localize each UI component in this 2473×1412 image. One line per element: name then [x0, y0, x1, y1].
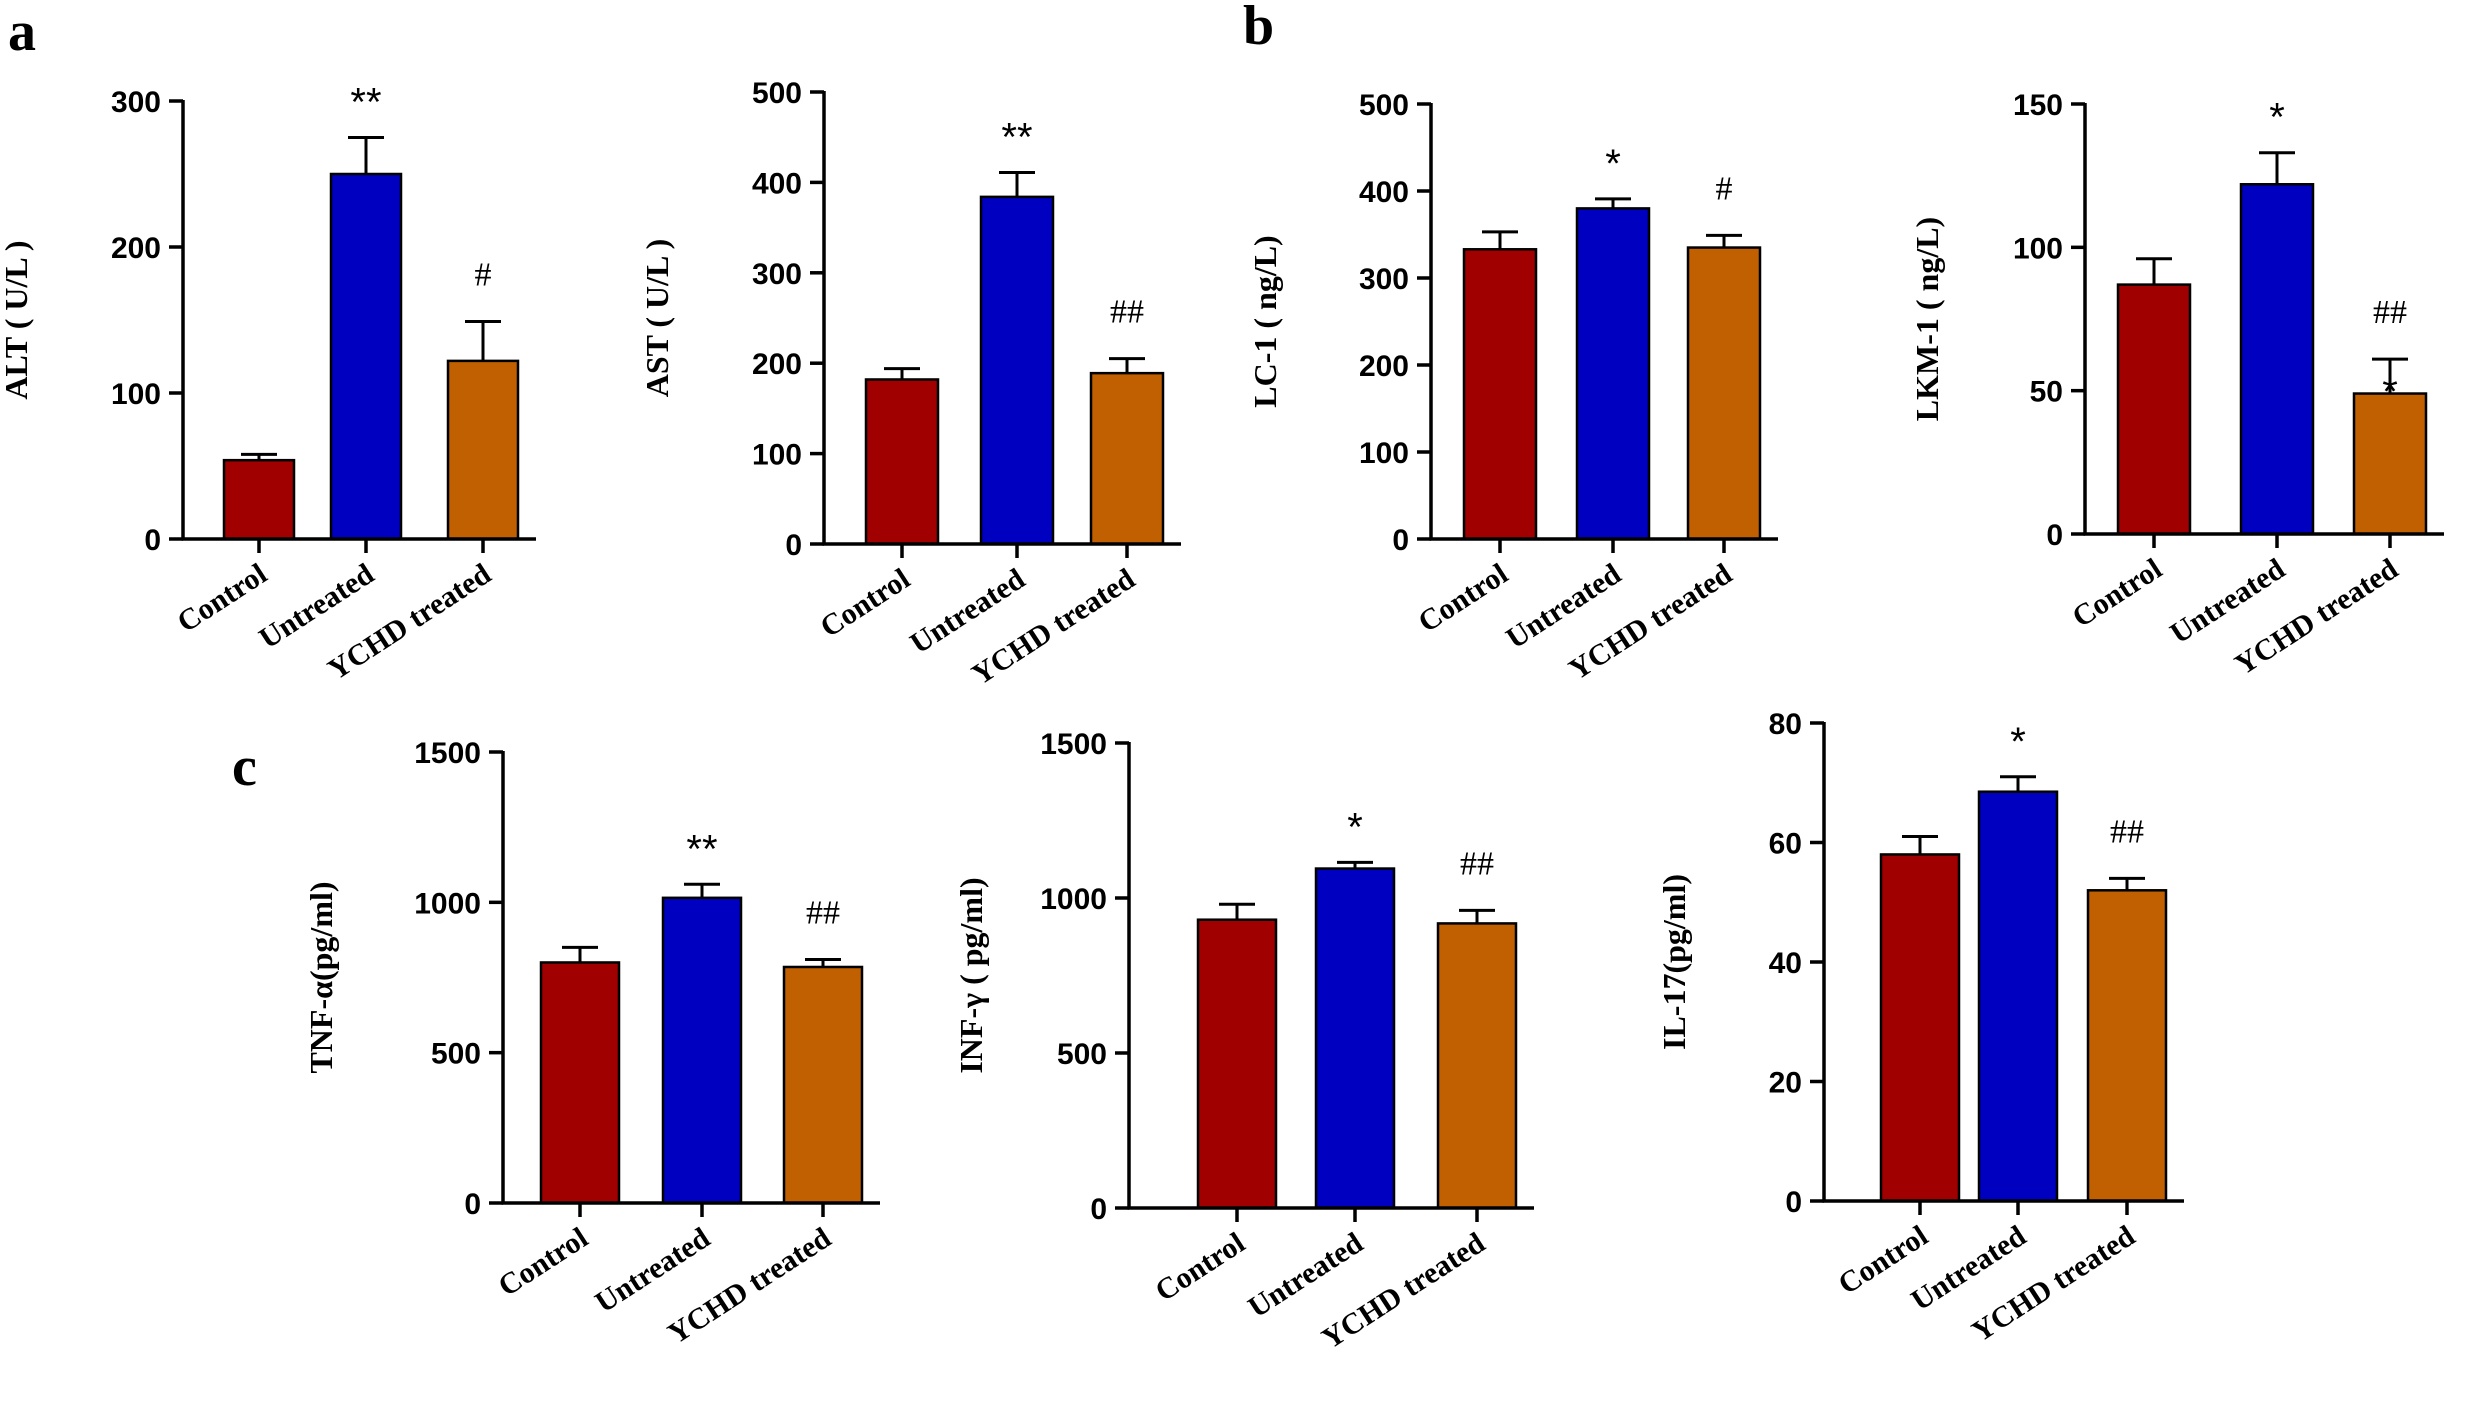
chart1-ytick-label-2: 100	[111, 378, 161, 411]
chart1-bar-3	[446, 359, 520, 541]
chart5-bar-1	[539, 961, 621, 1205]
chart1-ytick-label-3: 200	[111, 232, 161, 265]
chart3-ytick-label-3: 200	[1359, 350, 1409, 383]
chart3-ytick-label-5: 400	[1359, 176, 1409, 209]
chart2-ytick-label-2: 100	[752, 439, 802, 472]
chart7-ytick-label-5: 80	[1769, 708, 1802, 741]
chart2-ytick-label-3: 200	[752, 348, 802, 381]
chart7-ytick-label-1: 0	[1785, 1186, 1802, 1219]
chart1-bar-1	[222, 458, 296, 541]
chart7-significance-3: ##	[2110, 813, 2144, 850]
chart1-y-axis-title: ALT ( U/L )	[0, 240, 34, 399]
chart4-ytick-label-3: 100	[2013, 232, 2063, 265]
chart4-significance-2: *	[2269, 96, 2285, 140]
chart2-bar-1	[864, 378, 940, 546]
chart6-significance-3: ##	[1460, 845, 1494, 882]
chart4-ytick-label-4: 150	[2013, 89, 2063, 122]
chart2-bar-2	[979, 195, 1055, 546]
chart7-ytick-label-2: 20	[1769, 1067, 1802, 1100]
chart2-significance-3: ##	[1110, 294, 1144, 331]
chart6-ytick-label-3: 1000	[1040, 883, 1107, 916]
chart2-ytick-label-5: 400	[752, 167, 802, 200]
chart2-category-label-1: Control	[814, 562, 915, 644]
chart6-y-axis-title: INF-γ ( pg/ml)	[953, 877, 989, 1073]
chart5-ytick-label-1: 0	[464, 1188, 481, 1221]
chart3-ytick-label-6: 500	[1359, 89, 1409, 122]
chart3-ytick-label-4: 300	[1359, 263, 1409, 296]
chart6-significance-2: *	[1347, 805, 1363, 849]
chart2-ytick-label-1: 0	[785, 529, 802, 562]
chart2-bar-3	[1089, 371, 1165, 546]
chart5-significance-3: ##	[806, 894, 840, 931]
chart1-bar-2	[329, 172, 403, 541]
chart3-significance-2: *	[1605, 142, 1621, 186]
chart3-bar-3	[1686, 246, 1762, 541]
chart6-bar-1	[1196, 918, 1278, 1210]
chart7-ytick-label-3: 40	[1769, 947, 1802, 980]
chart6-ytick-label-2: 500	[1057, 1038, 1107, 1071]
chart4-category-label-1: Control	[2066, 552, 2167, 634]
chart6-ytick-label-4: 1500	[1040, 728, 1107, 761]
chart5-category-label-1: Control	[492, 1221, 593, 1303]
chart7-bar-2	[1977, 790, 2059, 1203]
chart5-ytick-label-4: 1500	[414, 737, 481, 770]
chart3-bar-1	[1462, 248, 1538, 541]
panel-label-a: a	[8, 1, 36, 63]
chart4-bar-2	[2239, 183, 2315, 536]
chart4-ytick-label-2: 50	[2030, 376, 2063, 409]
chart7-bar-1	[1879, 853, 1961, 1203]
chart4-ytick-label-1: 0	[2046, 519, 2063, 552]
chart1-ytick-label-1: 0	[144, 524, 161, 557]
chart5-y-axis-title: TNF-α(pg/ml)	[303, 881, 339, 1073]
chart2-ytick-label-4: 300	[752, 258, 802, 291]
chart1-ytick-label-4: 300	[111, 86, 161, 119]
chart7-y-axis-title: IL-17(pg/ml)	[1656, 874, 1692, 1050]
chart3-ytick-label-1: 0	[1392, 524, 1409, 557]
chart6-bar-3	[1436, 922, 1518, 1210]
chart1-significance-2: **	[350, 81, 381, 125]
chart7-bar-3	[2086, 889, 2168, 1203]
chart2-significance-2: **	[1001, 115, 1032, 159]
chart3-bar-2	[1575, 207, 1651, 541]
chart4-bar-3	[2352, 392, 2428, 536]
panel-label-c: c	[232, 736, 257, 798]
chart3-ytick-label-2: 100	[1359, 437, 1409, 470]
chart2-ytick-label-6: 500	[752, 77, 802, 110]
chart4-significance-3-2: *	[2382, 370, 2398, 414]
chart5-significance-2: **	[686, 827, 717, 871]
chart3-significance-3: #	[1716, 170, 1733, 207]
chart3-y-axis-title: LC-1 ( ng/L)	[1247, 235, 1283, 407]
chart4-significance-3-1: ##	[2373, 294, 2407, 331]
chart5-ytick-label-3: 1000	[414, 887, 481, 920]
chart5-ytick-label-2: 500	[431, 1038, 481, 1071]
chart7-significance-2: *	[2010, 720, 2026, 764]
chart2-y-axis-title: AST ( U/L )	[639, 239, 675, 398]
chart5-bar-2	[661, 896, 743, 1205]
chart3-category-label-1: Control	[1412, 557, 1513, 639]
panel-label-b: b	[1243, 0, 1274, 57]
chart4-y-axis-title: LKM-1 ( ng/L)	[1909, 217, 1945, 421]
chart6-ytick-label-1: 0	[1090, 1193, 1107, 1226]
chart4-bar-1	[2116, 283, 2192, 536]
chart1-significance-3: #	[475, 256, 492, 293]
chart7-ytick-label-4: 60	[1769, 828, 1802, 861]
chart6-category-label-1: Control	[1149, 1226, 1250, 1308]
chart5-bar-3	[782, 965, 864, 1205]
chart6-bar-2	[1314, 867, 1396, 1210]
